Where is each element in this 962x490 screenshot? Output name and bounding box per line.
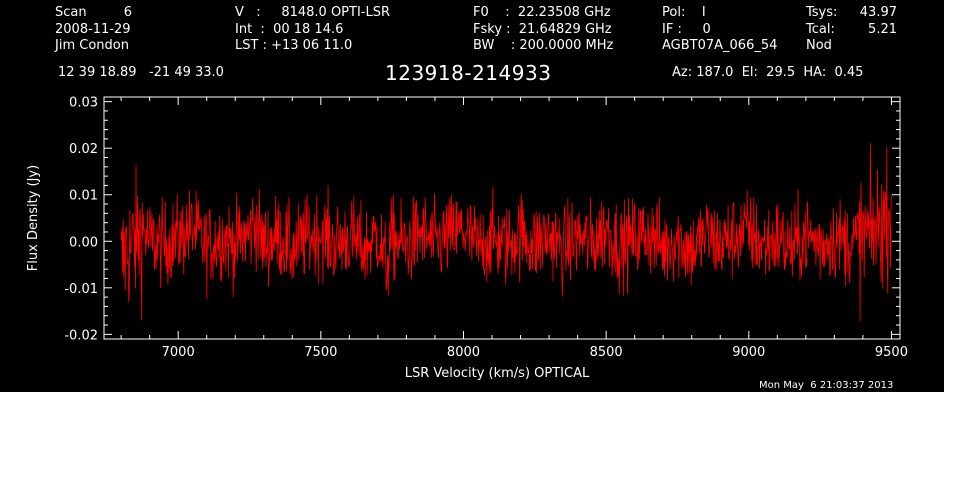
coords-text: 12 39 18.89 -21 49 33.0 [58, 65, 224, 80]
timestamp-text: Mon May 6 21:03:37 2013 [759, 380, 894, 391]
x-tick-label: 7500 [304, 345, 337, 360]
f0-text: F0 : 22.23508 GHz [473, 5, 611, 20]
spectrum-panel: Scan 6 2008-11-29 Jim Condon V : 8148.0 … [0, 0, 944, 392]
tcal-value: 5.21 [868, 22, 897, 37]
bw-text: BW : 200.0000 MHz [473, 38, 614, 53]
observer-text: Jim Condon [55, 38, 129, 53]
source-title: 123918-214933 [385, 61, 552, 85]
if-text: IF : 0 [662, 22, 711, 37]
y-tick-label: 0.01 [69, 189, 98, 204]
az-el-ha-text: Az: 187.0 El: 29.5 HA: 0.45 [672, 65, 864, 80]
tcal-label: Tcal: [806, 22, 835, 37]
integration-text: Int : 00 18 14.6 [235, 22, 344, 37]
y-tick-label: 0.03 [69, 96, 98, 111]
tsys-value: 43.97 [859, 5, 897, 20]
pol-text: Pol: I [662, 5, 706, 20]
velocity-text: V : 8148.0 OPTI-LSR [235, 5, 391, 20]
x-tick-label: 8500 [590, 345, 623, 360]
x-axis-label: LSR Velocity (km/s) OPTICAL [405, 366, 590, 381]
date-text: 2008-11-29 [55, 22, 131, 37]
y-tick-label: -0.01 [64, 282, 98, 297]
x-tick-label: 9500 [875, 345, 908, 360]
spectrum-plot: 7000 7500 8000 8500 9000 9500 -0.02 -0.01 0.00 0.… [26, 96, 908, 381]
plot-frame [103, 96, 901, 340]
x-tick-label: 8000 [447, 345, 480, 360]
x-tick-label: 9000 [732, 345, 765, 360]
scan-text: Scan 6 [55, 5, 133, 20]
lst-text: LST : +13 06 11.0 [235, 38, 353, 53]
nod-label: Nod [806, 38, 832, 53]
y-tick-label: 0.00 [69, 235, 98, 250]
fsky-text: Fsky : 21.64829 GHz [473, 22, 612, 37]
x-tick-label: 7000 [162, 345, 195, 360]
y-tick-label: -0.02 [64, 328, 98, 343]
y-tick-label: 0.02 [69, 142, 98, 157]
project-text: AGBT07A_066_54 [662, 38, 778, 53]
spectrum-trace [120, 143, 892, 322]
y-axis-label: Flux Density (Jy) [26, 165, 41, 271]
tsys-label: Tsys: [806, 5, 838, 20]
